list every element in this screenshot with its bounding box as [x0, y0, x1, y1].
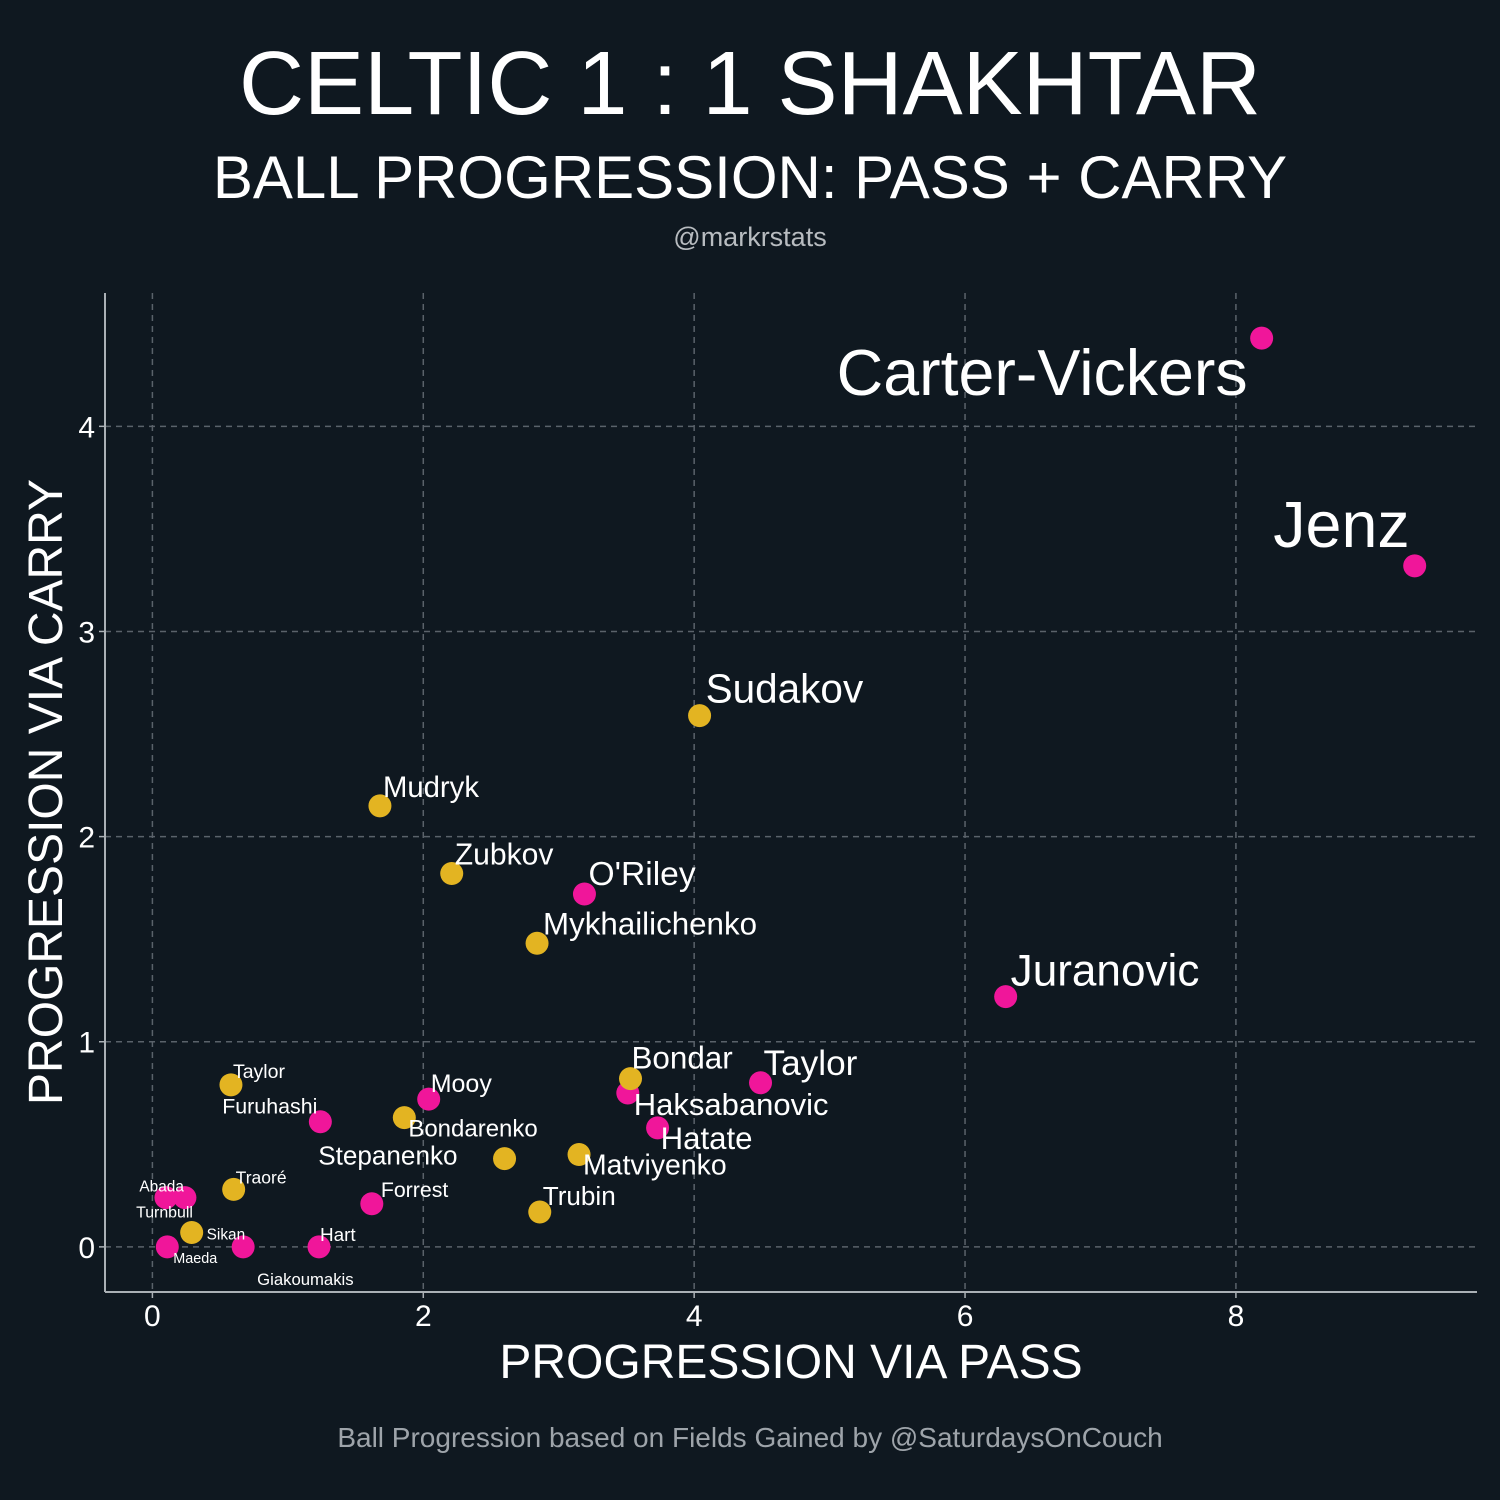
point-label: Forrest: [381, 1178, 449, 1202]
axes: 0 2 4 6 8 0 1 2 3 4: [78, 293, 1477, 1333]
point-label: Mudryk: [383, 771, 479, 804]
data-point: [688, 704, 712, 728]
point-label: Hart: [320, 1225, 356, 1246]
point-label: Juranovic: [1011, 947, 1200, 996]
data-point: [749, 1071, 773, 1095]
data-point: [180, 1221, 204, 1245]
point-label: Jenz: [1273, 489, 1409, 561]
data-point: [525, 931, 549, 955]
point-label: Haksabanovic: [634, 1087, 829, 1122]
point-labels: Carter-Vickers Jenz Sudakov Mudryk Zubkov O'R…: [136, 337, 1410, 1289]
grid: [105, 293, 1477, 1292]
point-label: Taylor: [764, 1044, 858, 1083]
y-tick-label: 0: [78, 1232, 95, 1265]
data-point: [994, 985, 1018, 1009]
data-point: [307, 1235, 331, 1259]
point-label: Bondarenko: [408, 1116, 537, 1143]
data-point: [155, 1235, 179, 1259]
footnote: Ball Progression based on Fields Gained …: [337, 1422, 1162, 1453]
point-label: O'Riley: [588, 856, 695, 893]
y-tick-label: 4: [78, 411, 95, 444]
chart-title: CELTIC 1 : 1 SHAKHTAR: [239, 34, 1261, 134]
y-axis-label: PROGRESSION VIA CARRY: [20, 479, 73, 1105]
data-point: [368, 794, 392, 818]
data-point: [222, 1177, 246, 1201]
point-label: Sikan: [207, 1227, 246, 1244]
data-point: [440, 862, 464, 886]
data-point: [219, 1073, 243, 1097]
chart-credit: @markrstats: [673, 222, 826, 252]
y-tick-label: 1: [78, 1027, 95, 1060]
x-tick-label: 6: [957, 1300, 974, 1333]
x-axis-label: PROGRESSION VIA PASS: [499, 1336, 1082, 1389]
data-point: [493, 1147, 517, 1171]
point-label: Mykhailichenko: [543, 906, 757, 941]
point-label: Mooy: [431, 1070, 493, 1098]
point-label: Matviyenko: [583, 1150, 727, 1182]
x-tick-label: 0: [144, 1300, 161, 1333]
data-point: [528, 1200, 552, 1224]
point-label: Furuhashi: [222, 1095, 317, 1119]
point-label: Turnbull: [136, 1205, 193, 1222]
point-label: Zubkov: [455, 839, 554, 872]
point-label: Bondar: [632, 1041, 733, 1076]
point-label: Maeda: [173, 1251, 217, 1267]
chart-subtitle: BALL PROGRESSION: PASS + CARRY: [213, 144, 1287, 211]
data-point: [646, 1116, 670, 1140]
data-point: [1250, 326, 1274, 350]
points: [154, 326, 1427, 1259]
point-label: Abada: [139, 1179, 184, 1196]
data-point: [154, 1186, 178, 1210]
data-point: [1403, 554, 1427, 578]
y-tick-label: 2: [78, 822, 95, 855]
data-point: [231, 1235, 255, 1259]
x-tick-label: 4: [686, 1300, 703, 1333]
data-point: [572, 882, 596, 906]
data-point: [417, 1087, 441, 1111]
point-label: Trubin: [543, 1181, 616, 1211]
point-label: Sudakov: [706, 666, 864, 712]
y-tick-label: 3: [78, 616, 95, 649]
x-tick-label: 8: [1228, 1300, 1245, 1333]
point-label: Giakoumakis: [257, 1270, 353, 1289]
point-label: Traoré: [236, 1167, 287, 1187]
data-point: [392, 1106, 416, 1130]
point-label: Stepanenko: [318, 1141, 457, 1171]
data-point: [360, 1192, 384, 1216]
point-label: Taylor: [233, 1061, 286, 1083]
point-label: Hatate: [661, 1121, 753, 1156]
x-tick-label: 2: [415, 1300, 432, 1333]
data-point: [619, 1067, 643, 1091]
point-label: Carter-Vickers: [837, 337, 1248, 409]
data-point: [173, 1186, 197, 1210]
data-point: [308, 1110, 332, 1134]
data-point: [567, 1143, 591, 1167]
